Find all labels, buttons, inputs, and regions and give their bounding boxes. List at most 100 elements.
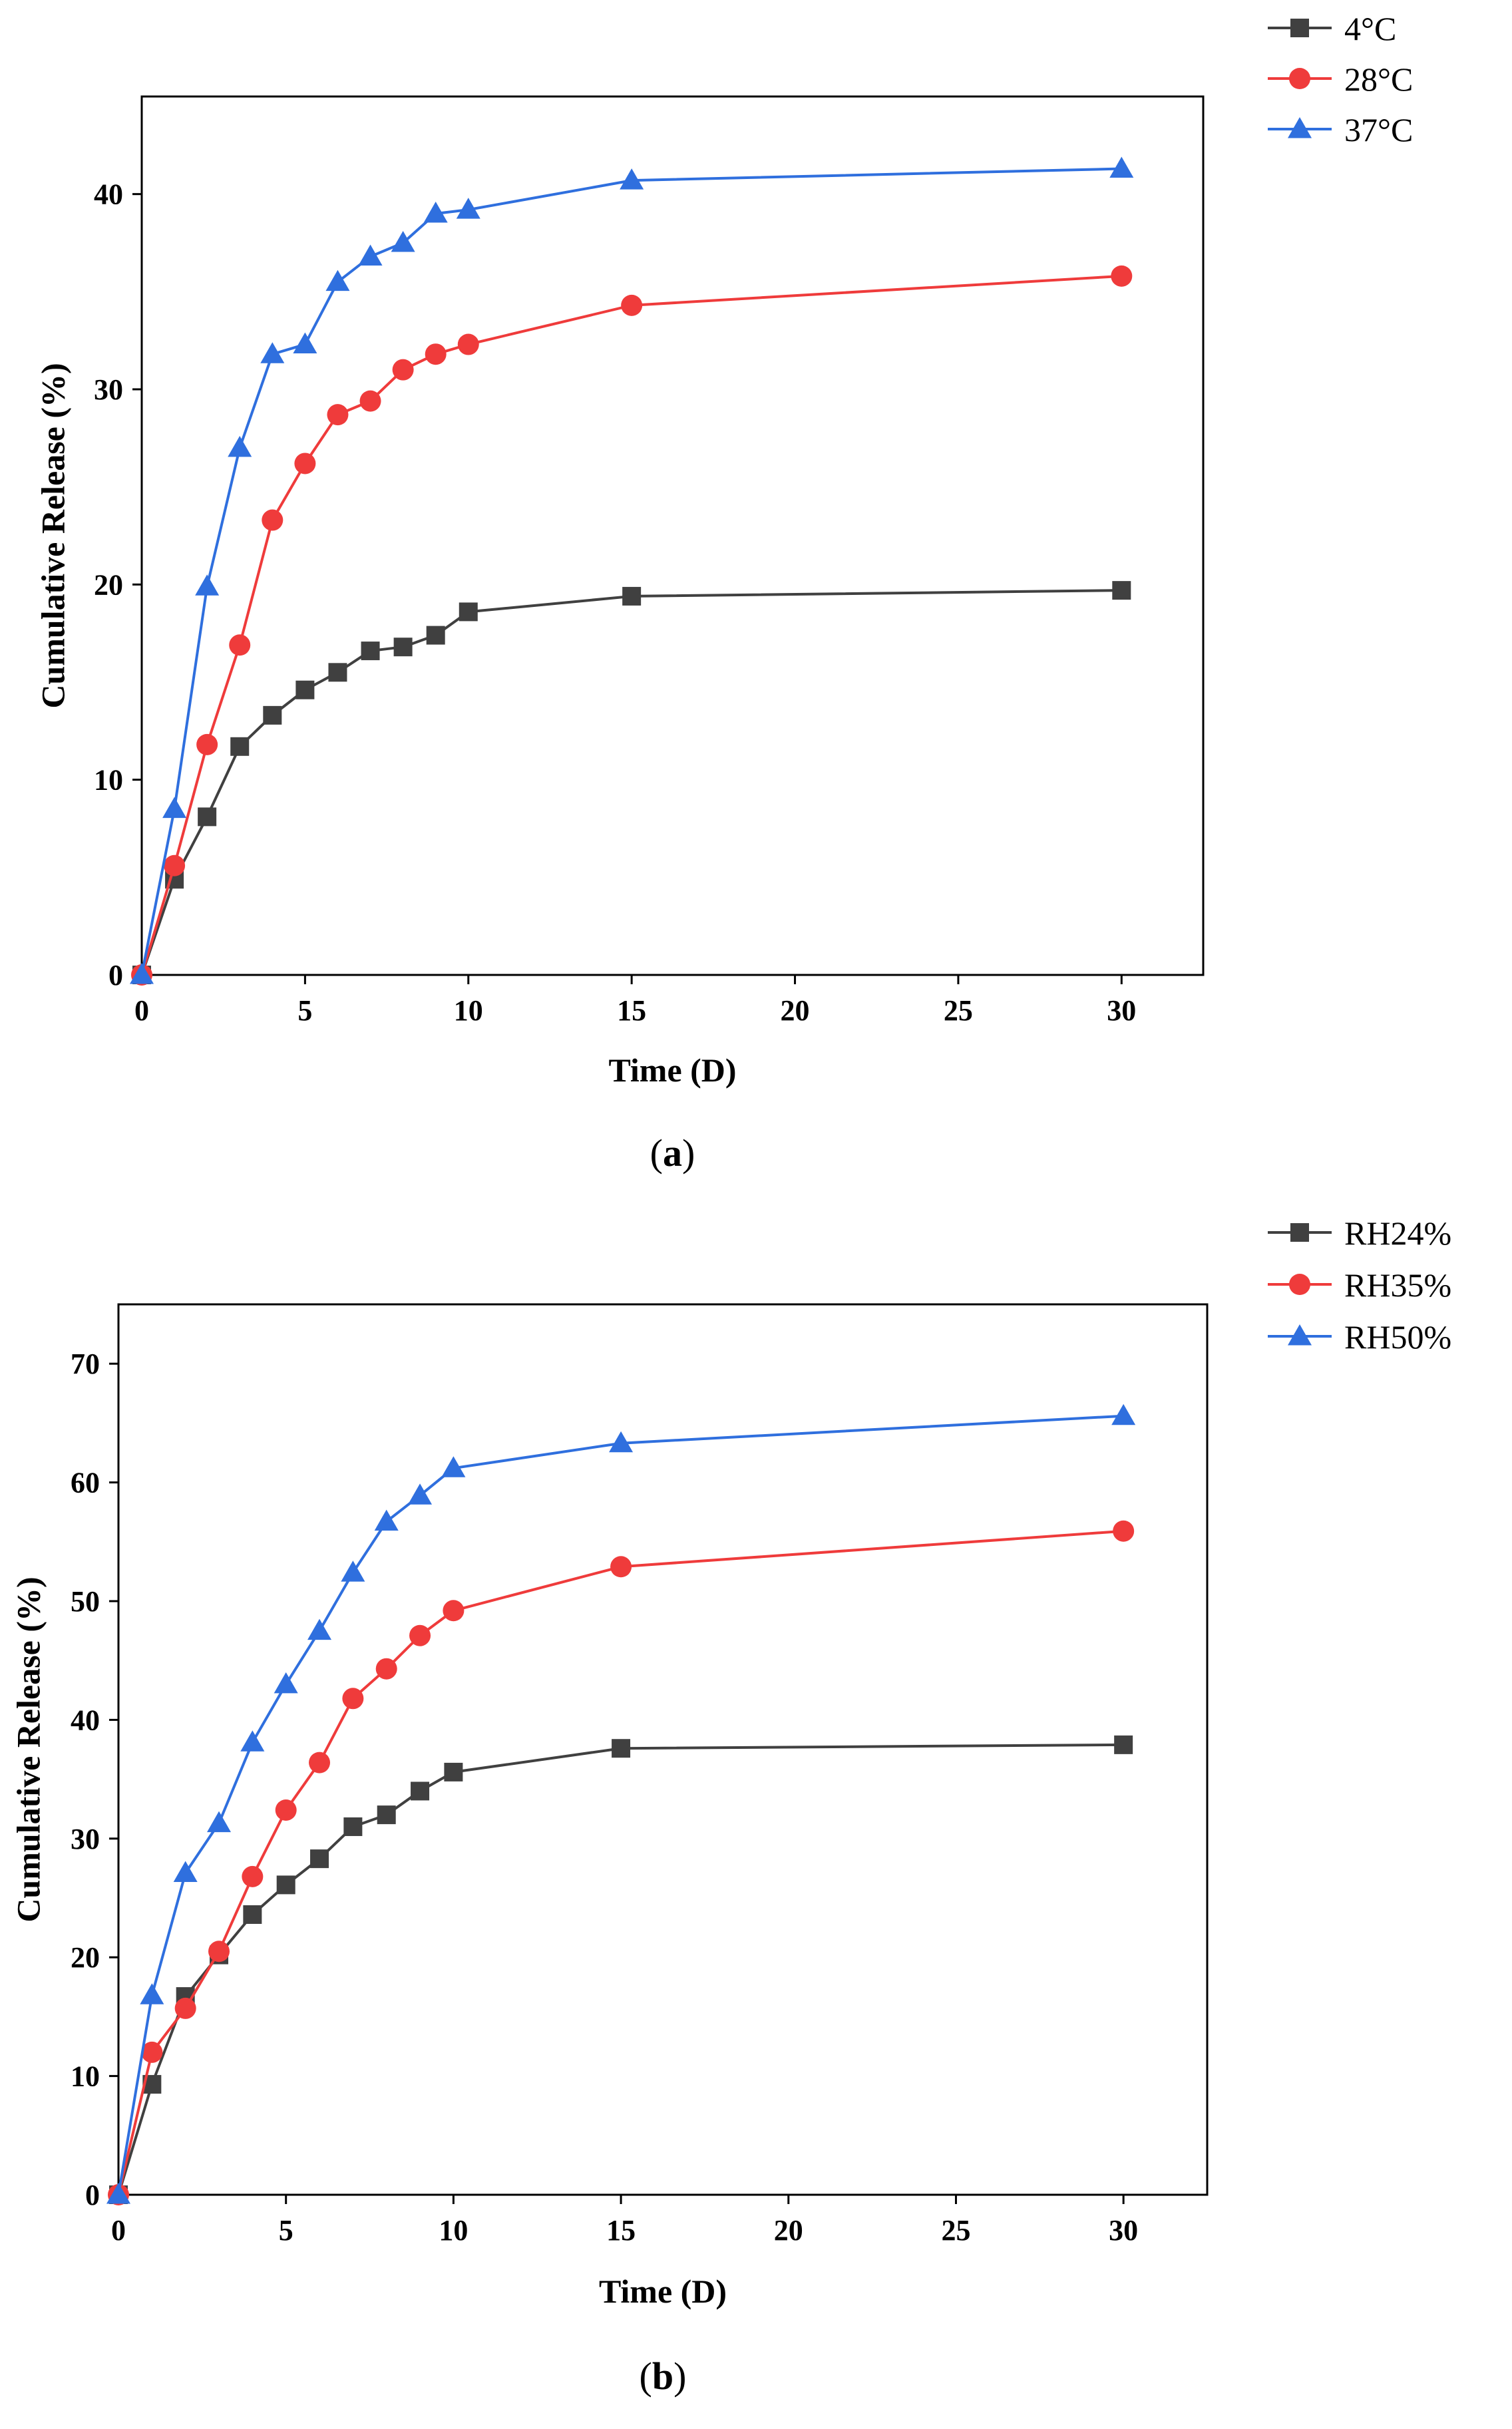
y-tick-label: 70	[71, 1348, 100, 1380]
series-RH35%	[108, 1520, 1135, 2205]
x-tick-label: 10	[454, 994, 483, 1027]
data-point	[343, 1817, 363, 1836]
x-tick-label: 5	[297, 994, 312, 1027]
legend-marker	[1288, 117, 1312, 138]
data-point	[328, 663, 347, 682]
data-point	[1112, 581, 1131, 600]
legend-entry: 37°C	[1268, 111, 1413, 148]
caption-letter: b	[652, 2354, 673, 2398]
data-point	[375, 1658, 397, 1680]
legend-label: RH35%	[1344, 1266, 1451, 1304]
data-point	[130, 963, 154, 984]
data-point	[260, 342, 285, 363]
caption-paren-close: )	[682, 1131, 695, 1175]
data-point	[409, 1624, 431, 1646]
data-point	[426, 626, 445, 645]
data-point	[164, 854, 186, 876]
plot-frame	[117, 1303, 1209, 2196]
y-tick-label: 40	[71, 1704, 100, 1736]
caption-letter: a	[663, 1131, 682, 1175]
y-axis-title: Cumulative Release (%)	[9, 1577, 47, 1922]
data-point	[610, 1556, 632, 1578]
series-line	[140, 167, 1122, 976]
y-tick-label: 20	[94, 568, 123, 601]
data-point	[443, 1600, 465, 1622]
data-point	[327, 404, 349, 426]
x-axis-title: Time (D)	[608, 1051, 736, 1089]
data-point	[198, 807, 217, 827]
data-point	[425, 343, 447, 365]
legend-label: 37°C	[1344, 111, 1413, 148]
legend-label: RH50%	[1344, 1318, 1451, 1356]
caption-paren-open: (	[640, 2354, 652, 2398]
series-RH24%	[109, 1735, 1133, 2204]
data-point	[174, 1997, 196, 2019]
data-point	[341, 1561, 365, 1582]
data-point	[359, 390, 381, 412]
data-point	[309, 1752, 331, 1774]
series-37°C	[130, 156, 1134, 984]
data-point	[441, 1456, 466, 1477]
y-tick-label: 40	[94, 178, 123, 211]
data-point	[342, 1688, 364, 1710]
data-point	[620, 168, 644, 190]
data-point	[310, 1849, 329, 1869]
data-point	[325, 270, 350, 291]
data-point	[140, 1983, 164, 2004]
data-point	[457, 333, 479, 355]
x-tick-label: 30	[1107, 994, 1136, 1027]
caption-paren-close: )	[673, 2354, 686, 2398]
y-axis-title: Cumulative Release (%)	[34, 363, 71, 708]
data-point	[275, 1799, 297, 1821]
data-point	[307, 1618, 332, 1640]
series-line	[140, 274, 1122, 976]
y-tick-label: 30	[94, 373, 123, 406]
data-point	[274, 1672, 298, 1694]
panel-caption: (a)	[650, 1131, 695, 1175]
x-tick-label: 15	[617, 994, 646, 1027]
data-point	[240, 1730, 265, 1752]
data-point	[1114, 1735, 1133, 1754]
data-point	[162, 797, 187, 819]
y-tick-label: 20	[71, 1941, 100, 1974]
x-axis-title: Time (D)	[599, 2273, 727, 2310]
x-tick-label: 20	[781, 994, 810, 1027]
data-point	[1111, 265, 1133, 287]
series-line	[117, 1743, 1124, 2195]
data-point	[621, 294, 643, 316]
data-point	[228, 436, 252, 457]
y-tick-label: 0	[108, 959, 123, 992]
data-point	[459, 602, 478, 622]
x-tick-label: 0	[134, 994, 149, 1027]
data-point	[612, 1739, 631, 1758]
legend-entry: RH35%	[1268, 1266, 1451, 1304]
x-tick-label: 30	[1109, 2214, 1138, 2247]
caption-paren-open: (	[650, 1131, 663, 1175]
data-point	[141, 2041, 163, 2063]
data-point	[392, 359, 414, 381]
data-point	[423, 202, 448, 223]
legend-label: RH24%	[1344, 1214, 1451, 1252]
data-point	[377, 1805, 396, 1825]
data-point	[1113, 1520, 1135, 1542]
data-point	[374, 1509, 399, 1531]
series-line	[117, 1414, 1124, 2195]
data-point	[262, 509, 284, 531]
legend-entry: 4°C	[1268, 10, 1396, 47]
panel-caption: (b)	[640, 2354, 687, 2398]
data-point	[393, 638, 413, 657]
legend-label: 28°C	[1344, 61, 1413, 98]
x-tick-label: 15	[606, 2214, 636, 2247]
data-point	[208, 1941, 230, 1962]
data-point	[276, 1875, 295, 1895]
series-line	[117, 1529, 1124, 2195]
data-point	[196, 733, 218, 755]
chart-panel-a: 0 5 10 15 20 25 30 0 10 20 30 40 Time (D) Cumulative …	[34, 10, 1413, 1175]
data-point	[1111, 1403, 1136, 1425]
series-RH50%	[106, 1403, 1136, 2204]
data-point	[243, 1905, 262, 1924]
data-point	[195, 574, 220, 596]
data-point	[242, 1865, 264, 1887]
x-tick-label: 10	[439, 2214, 468, 2247]
